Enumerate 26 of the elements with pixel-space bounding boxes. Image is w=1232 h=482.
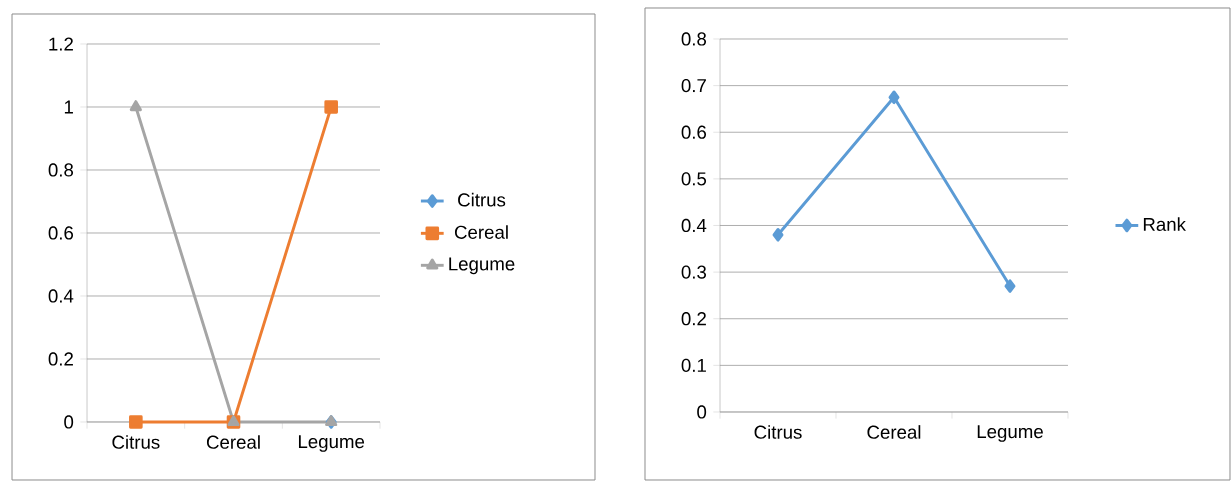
- y-tick-label: 1: [64, 100, 73, 114]
- y-tick-label: 0: [697, 405, 707, 419]
- y-tick-label: 0.8: [681, 32, 707, 46]
- x-tick-label: Citrus: [754, 425, 802, 439]
- y-tick-label: 0.6: [48, 226, 74, 240]
- x-tick-label: Cereal: [206, 435, 260, 449]
- legend-label: Cereal: [454, 225, 508, 239]
- y-tick-label: 0.4: [681, 218, 707, 233]
- y-tick-label: 0.2: [48, 352, 73, 366]
- y-tick-label: 0.6: [681, 125, 707, 139]
- y-tick-label: 0.4: [48, 289, 74, 303]
- y-tick-label: 0.1: [681, 358, 706, 372]
- legend-label: Citrus: [458, 192, 506, 207]
- y-tick-label: 0.3: [681, 265, 707, 279]
- x-tick-label: Citrus: [112, 435, 160, 449]
- y-tick-label: 0.2: [681, 312, 706, 326]
- legend-label: Rank: [1143, 217, 1186, 232]
- y-tick-label: 1.2: [49, 37, 73, 51]
- y-tick-label: 0.5: [681, 172, 707, 186]
- legend-label: Legume: [449, 257, 515, 275]
- y-tick-label: 0.7: [681, 79, 706, 93]
- y-tick-label: 0.8: [48, 163, 74, 177]
- y-tick-label: 0: [64, 415, 74, 429]
- x-tick-label: Cereal: [867, 425, 921, 439]
- x-tick-label: Legume: [298, 435, 365, 452]
- x-tick-label: Legume: [977, 425, 1043, 442]
